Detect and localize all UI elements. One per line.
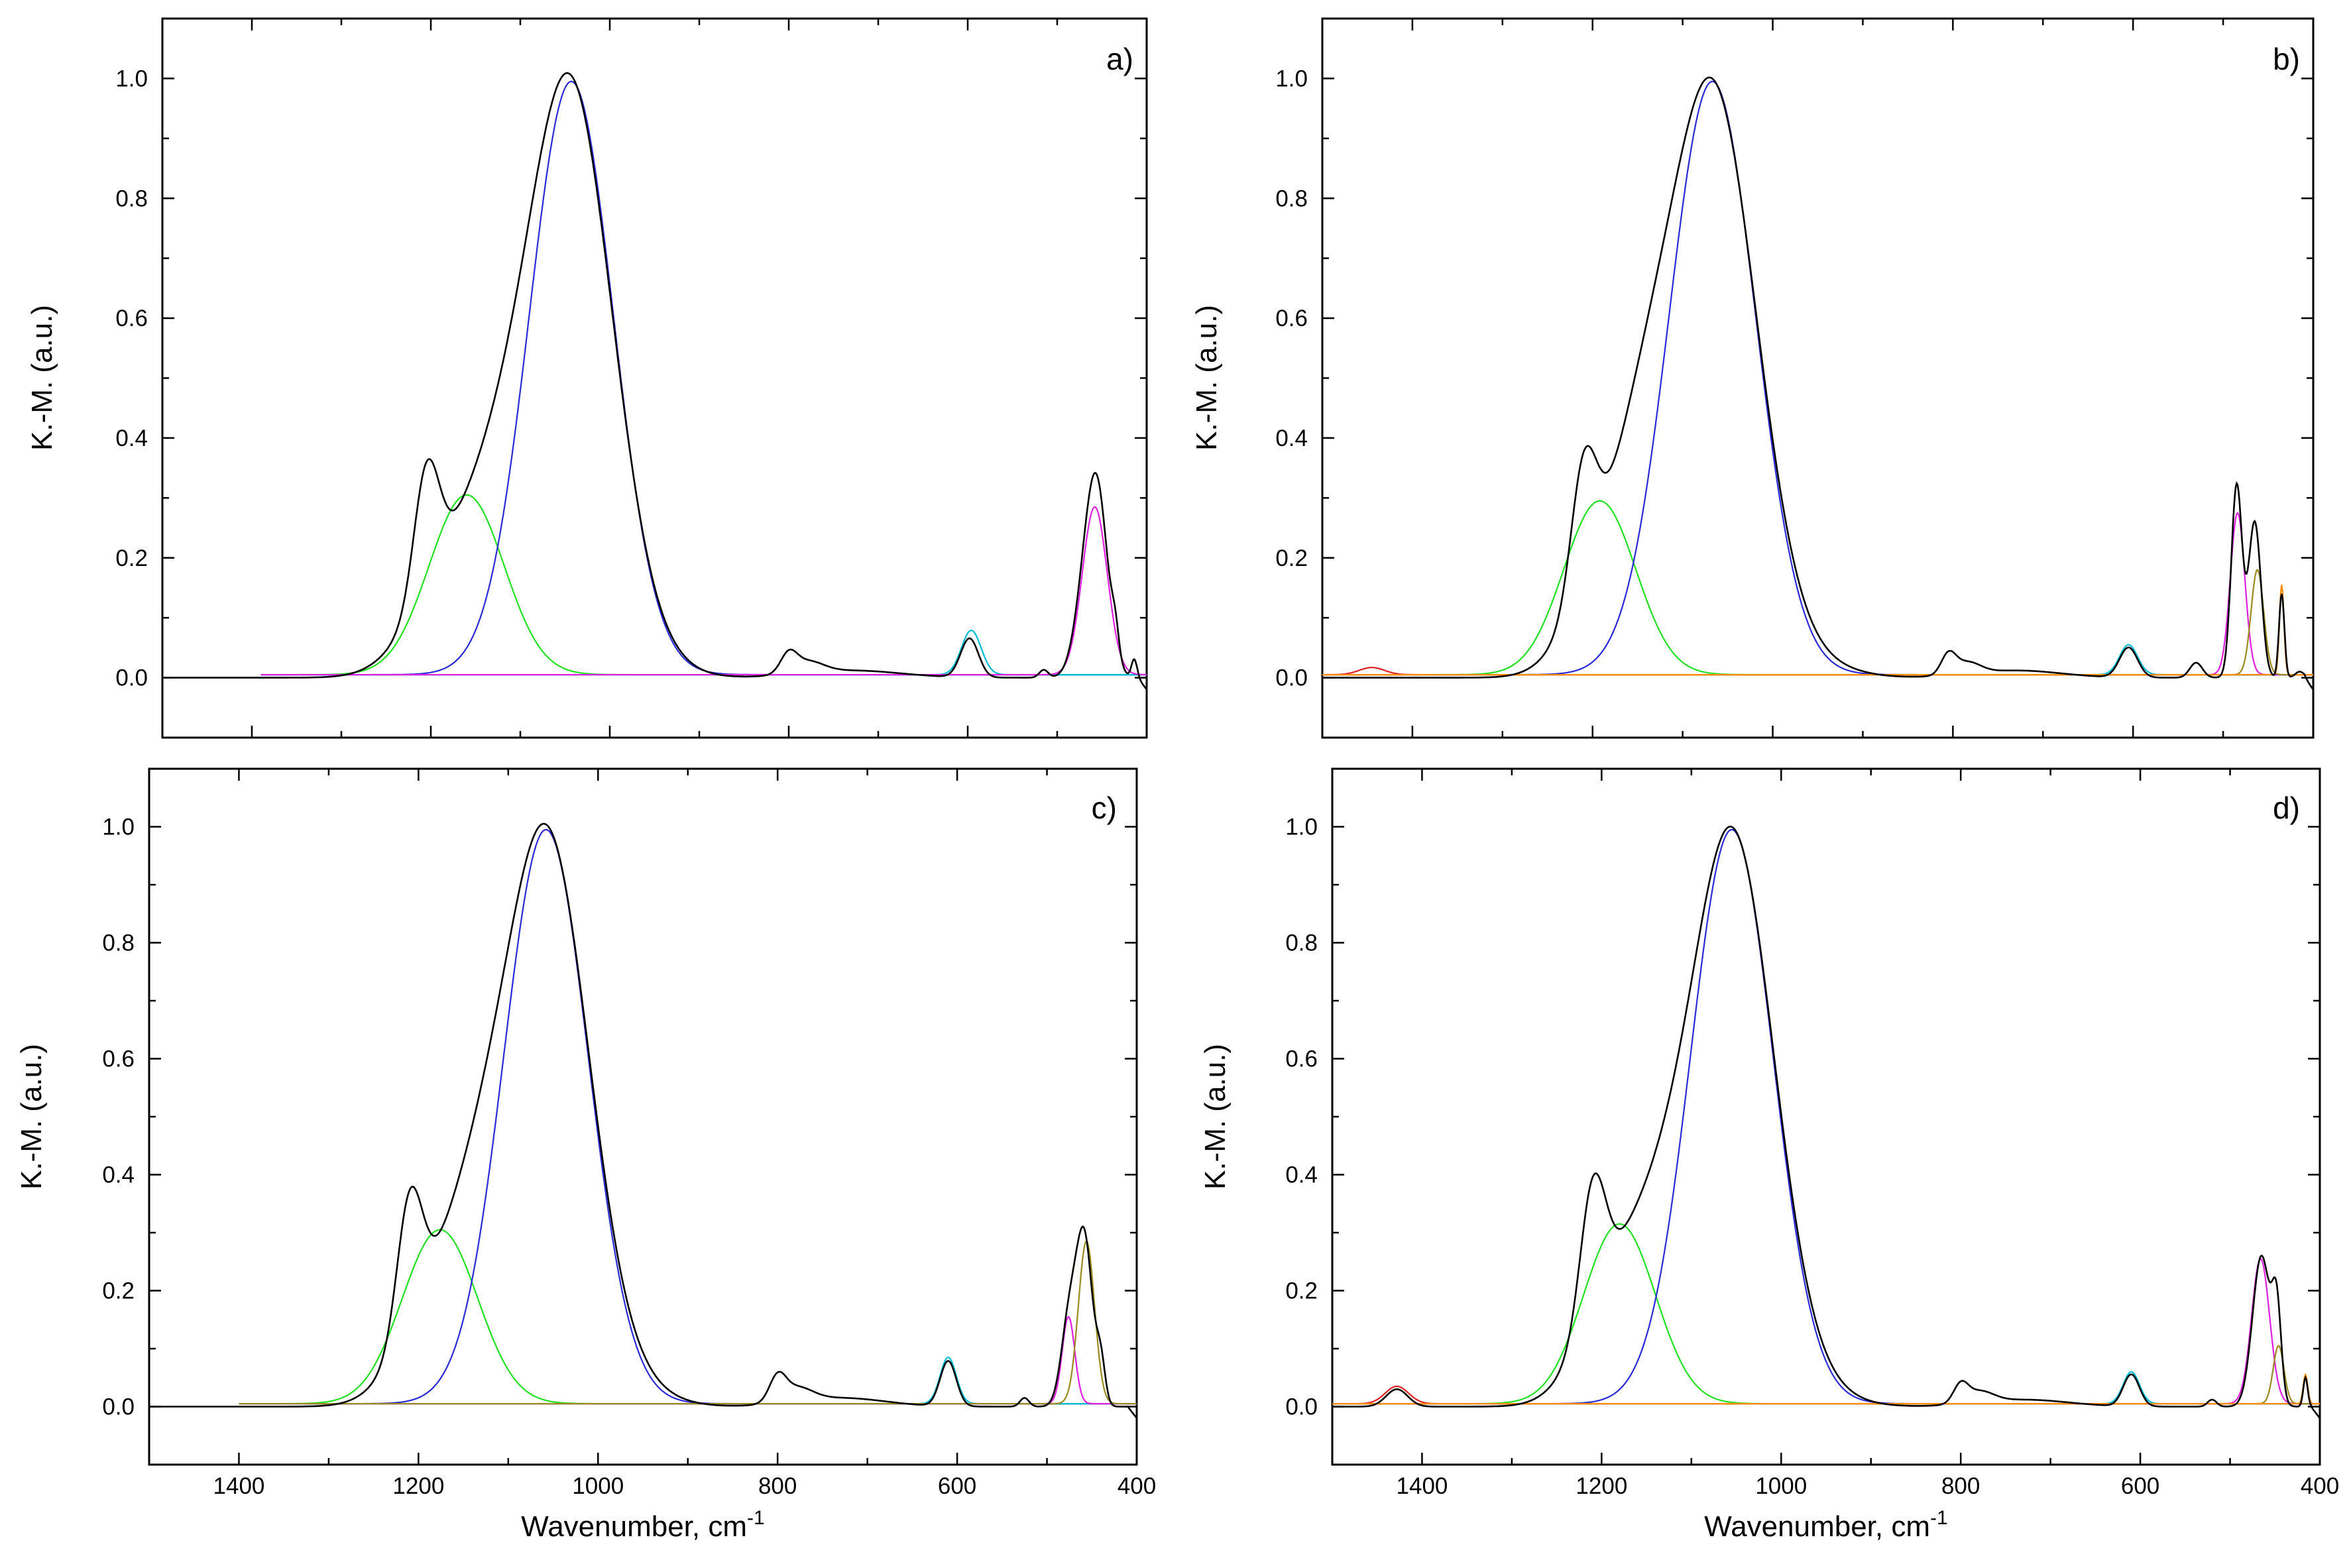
panel-d-series [1332, 826, 2320, 1419]
panel-d-x-tick-label: 600 [2121, 1473, 2159, 1499]
panel-a-y-tick-label: 0.8 [115, 186, 148, 211]
panel-d-x-tick-label: 800 [1941, 1473, 1980, 1499]
panel-c-y-tick-label: 0.6 [102, 1046, 135, 1072]
panel-c-series [149, 822, 1137, 1419]
panel-b-experimental-line [1322, 76, 2313, 691]
panel-a: 0.0 0.2 0.4 0.6 0.8 1.0 a) K.-M. (a.u.) [26, 17, 1148, 739]
panel-b-series [1322, 76, 2313, 691]
panel-d-x-axis-title-sup: -1 [1930, 1507, 1948, 1529]
panel-b: 0.0 0.2 0.4 0.6 0.8 1.0 b) K.-M. (a.u.) [1190, 17, 2315, 739]
panel-d-x-tick-label: 1000 [1755, 1473, 1807, 1499]
panel-b-label: b) [2273, 42, 2300, 76]
panel-c-x-axis-title: Wavenumber, cm-1 [521, 1507, 764, 1543]
panel-a-experimental-line [162, 72, 1147, 691]
panel-c-y-tick-label: 0.0 [102, 1394, 135, 1420]
panel-b-y-tick-label: 0.2 [1275, 545, 1308, 571]
panel-d-x-axis-title: Wavenumber, cm-1 [1704, 1507, 1947, 1543]
panel-d-x-axis: 1400 1200 1000 800 600 400 [1331, 769, 2339, 1499]
panel-c-x-tick-label: 1000 [572, 1473, 624, 1499]
panel-c-x-tick-label: 1200 [392, 1473, 444, 1499]
panel-c-y-tick-label: 1.0 [102, 814, 135, 840]
panel-d-component-415-line [1332, 1372, 2320, 1405]
panel-d-experimental-line [1332, 826, 2320, 1419]
panel-a-y-tick-label: 0.6 [115, 306, 148, 331]
panel-b-x-axis [1321, 19, 2315, 738]
panel-a-x-axis [161, 19, 1148, 738]
panel-c-label: c) [1092, 791, 1117, 825]
panel-d-x-tick-label: 1400 [1397, 1473, 1448, 1499]
panel-a-y-axis-title: K.-M. (a.u.) [26, 305, 58, 451]
panel-d-x-tick-label: 400 [2301, 1473, 2339, 1499]
panel-c-x-tick-label: 400 [1118, 1473, 1156, 1499]
panel-d-y-tick-label: 0.6 [1285, 1046, 1318, 1072]
panel-c-experimental-line [149, 822, 1137, 1419]
panel-b-y-axis-title: K.-M. (a.u.) [1190, 305, 1223, 451]
panel-c-x-axis-title-sup: -1 [747, 1507, 765, 1529]
panel-d-x-tick-label: 1200 [1576, 1473, 1627, 1499]
panel-d-y-tick-label: 1.0 [1285, 814, 1318, 840]
panel-b-y-tick-label: 0.4 [1275, 425, 1308, 451]
panel-c-x-axis-title-text: Wavenumber, cm [521, 1510, 747, 1543]
panel-c-y-tick-label: 0.8 [102, 930, 135, 956]
panel-d-y-tick-label: 0.8 [1285, 930, 1318, 956]
panel-c-y-axis: 0.0 0.2 0.4 0.6 0.8 1.0 [102, 767, 1137, 1466]
panel-c-y-axis-title: K.-M. (a.u.) [15, 1044, 48, 1190]
panel-c-y-tick-label: 0.2 [102, 1278, 135, 1304]
panel-b-y-axis: 0.0 0.2 0.4 0.6 0.8 1.0 [1275, 17, 2313, 739]
panel-a-label: a) [1106, 42, 1133, 76]
panel-c-x-axis: 1400 1200 1000 800 600 400 [148, 769, 1156, 1499]
panel-d-x-axis-title-text: Wavenumber, cm [1704, 1510, 1930, 1543]
panel-a-component-460-line [260, 506, 1147, 676]
panel-d-y-tick-label: 0.4 [1285, 1162, 1318, 1188]
panel-a-y-tick-label: 1.0 [115, 66, 148, 91]
panel-d-y-axis: 0.0 0.2 0.4 0.6 0.8 1.0 [1285, 767, 2320, 1466]
panel-d-label: d) [2273, 791, 2300, 825]
panel-a-series [162, 72, 1147, 691]
panel-b-y-tick-label: 0.6 [1275, 306, 1308, 331]
panel-c-x-tick-label: 600 [938, 1473, 976, 1499]
panel-b-y-tick-label: 0.8 [1275, 186, 1308, 211]
panel-b-y-tick-label: 1.0 [1275, 66, 1308, 91]
panel-c-x-tick-label: 800 [758, 1473, 797, 1499]
panel-c-component-455-line [239, 1240, 1137, 1405]
panel-c-x-tick-label: 1400 [213, 1473, 265, 1499]
panel-d-y-tick-label: 0.2 [1285, 1278, 1318, 1304]
panel-b-y-tick-label: 0.0 [1275, 665, 1308, 691]
panel-a-y-tick-label: 0.2 [115, 545, 148, 571]
panel-c: 0.0 0.2 0.4 0.6 0.8 1.0 1400 1200 1000 800 600 400… [15, 767, 1156, 1543]
panel-d: 0.0 0.2 0.4 0.6 0.8 1.0 1400 1200 1000 800 600 400… [1199, 767, 2339, 1543]
panel-a-y-tick-label: 0.4 [115, 425, 148, 451]
panel-d-y-tick-label: 0.0 [1285, 1394, 1318, 1420]
panel-a-y-tick-label: 0.0 [115, 665, 148, 691]
panel-d-y-axis-title: K.-M. (a.u.) [1199, 1044, 1232, 1190]
panel-c-y-tick-label: 0.4 [102, 1162, 135, 1188]
panel-a-y-axis: 0.0 0.2 0.4 0.6 0.8 1.0 [115, 17, 1147, 739]
